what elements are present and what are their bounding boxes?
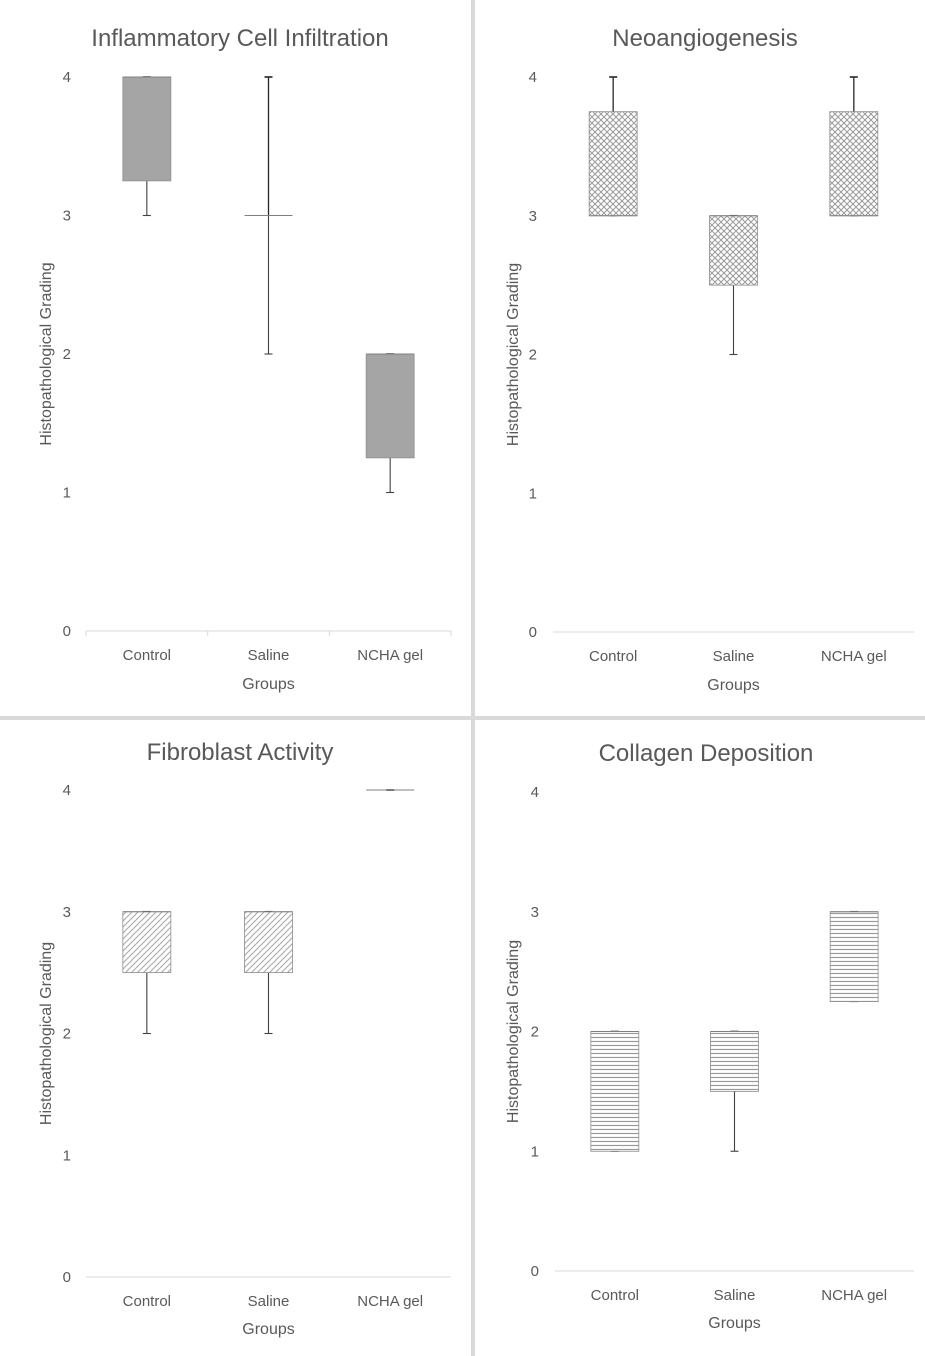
x-axis-title: Groups bbox=[708, 1315, 760, 1332]
box-2 bbox=[244, 910, 293, 1035]
x-category-label: Saline bbox=[714, 1287, 756, 1304]
chart-title: Fibroblast Activity bbox=[147, 739, 334, 766]
chart-title: Collagen Deposition bbox=[599, 740, 814, 767]
box-body bbox=[590, 1031, 640, 1152]
chart-panel-fibroblast: Fibroblast Activity 0 1 2 3 4 Histopathologica… bbox=[0, 720, 471, 1356]
box-2 bbox=[709, 214, 758, 356]
chart-neoangiogenesis-svg: Neoangiogenesis 0 1 2 3 4 Histopathological Gr… bbox=[505, 25, 914, 694]
x-axis-title: Groups bbox=[242, 1321, 294, 1338]
x-category-label: Control bbox=[589, 648, 637, 665]
y-tick-label: 1 bbox=[63, 485, 71, 502]
y-tick-label: 1 bbox=[529, 485, 537, 502]
x-category-label: NCHA gel bbox=[357, 1293, 423, 1310]
y-axis-title: Histopathological Grading bbox=[505, 263, 522, 446]
box-3 bbox=[365, 353, 415, 494]
box-body bbox=[365, 353, 415, 459]
chart-panel-collagen: Collagen Deposition 0 1 2 3 4 Histopathologica… bbox=[475, 720, 925, 1356]
chart-title: Neoangiogenesis bbox=[612, 25, 797, 52]
y-tick-label: 3 bbox=[531, 904, 539, 921]
y-tick-label: 2 bbox=[529, 347, 537, 364]
y-tick-label: 3 bbox=[529, 208, 537, 225]
y-tick-label: 0 bbox=[531, 1263, 539, 1280]
box-2 bbox=[244, 76, 293, 355]
y-tick-label: 4 bbox=[63, 69, 71, 86]
box-1 bbox=[122, 76, 172, 217]
y-tick-label: 1 bbox=[531, 1143, 539, 1160]
box-body bbox=[588, 111, 638, 217]
chart-inflammatory-svg: Inflammatory Cell Infiltration 0 1 2 3 4 Histo… bbox=[38, 25, 452, 693]
y-tick-label: 4 bbox=[531, 784, 539, 801]
y-tick-label: 3 bbox=[63, 208, 71, 225]
x-category-label: Control bbox=[123, 1293, 171, 1310]
box-1 bbox=[122, 910, 172, 1035]
y-axis-title: Histopathological Grading bbox=[505, 940, 522, 1123]
y-axis-title: Histopathological Grading bbox=[38, 942, 55, 1125]
box-2 bbox=[710, 1030, 759, 1152]
chart-fibroblast-svg: Fibroblast Activity 0 1 2 3 4 Histopathologica… bbox=[38, 739, 451, 1338]
box-body bbox=[122, 911, 172, 974]
chart-collagen-svg: Collagen Deposition 0 1 2 3 4 Histopathologica… bbox=[505, 740, 914, 1332]
y-tick-label: 1 bbox=[63, 1147, 71, 1164]
x-category-label: Saline bbox=[713, 648, 755, 665]
x-axis-title: Groups bbox=[707, 677, 759, 694]
box-body bbox=[244, 911, 293, 974]
box-3 bbox=[829, 76, 879, 217]
chart-panel-inflammatory: Inflammatory Cell Infiltration 0 1 2 3 4 Histo… bbox=[0, 0, 471, 716]
y-tick-label: 2 bbox=[63, 346, 71, 363]
box-1 bbox=[588, 76, 638, 217]
box-body bbox=[829, 911, 879, 1002]
x-category-label: Saline bbox=[248, 1293, 290, 1310]
box-3 bbox=[829, 910, 879, 1003]
y-tick-label: 2 bbox=[531, 1024, 539, 1041]
box-body bbox=[122, 76, 172, 182]
box-body bbox=[709, 215, 758, 286]
y-tick-label: 4 bbox=[63, 782, 71, 799]
horizontal-divider bbox=[0, 716, 925, 720]
chart-title: Inflammatory Cell Infiltration bbox=[91, 25, 388, 52]
chart-panel-neoangiogenesis: Neoangiogenesis 0 1 2 3 4 Histopathological Gr… bbox=[475, 0, 925, 716]
x-axis-title: Groups bbox=[242, 676, 294, 693]
x-category-label: Control bbox=[123, 647, 171, 664]
y-tick-label: 0 bbox=[63, 1269, 71, 1286]
y-tick-label: 4 bbox=[529, 69, 537, 86]
y-tick-label: 0 bbox=[529, 624, 537, 641]
y-axis-title: Histopathological Grading bbox=[38, 262, 55, 445]
x-category-label: NCHA gel bbox=[357, 647, 423, 664]
y-tick-label: 2 bbox=[63, 1026, 71, 1043]
x-category-label: NCHA gel bbox=[821, 648, 887, 665]
box-body bbox=[710, 1031, 759, 1092]
y-tick-label: 0 bbox=[63, 623, 71, 640]
x-category-label: Control bbox=[591, 1287, 639, 1304]
vertical-divider bbox=[471, 0, 475, 1356]
x-category-label: NCHA gel bbox=[821, 1287, 887, 1304]
y-tick-label: 3 bbox=[63, 904, 71, 921]
box-body bbox=[829, 111, 879, 217]
x-category-label: Saline bbox=[248, 647, 290, 664]
box-1 bbox=[590, 1030, 640, 1152]
